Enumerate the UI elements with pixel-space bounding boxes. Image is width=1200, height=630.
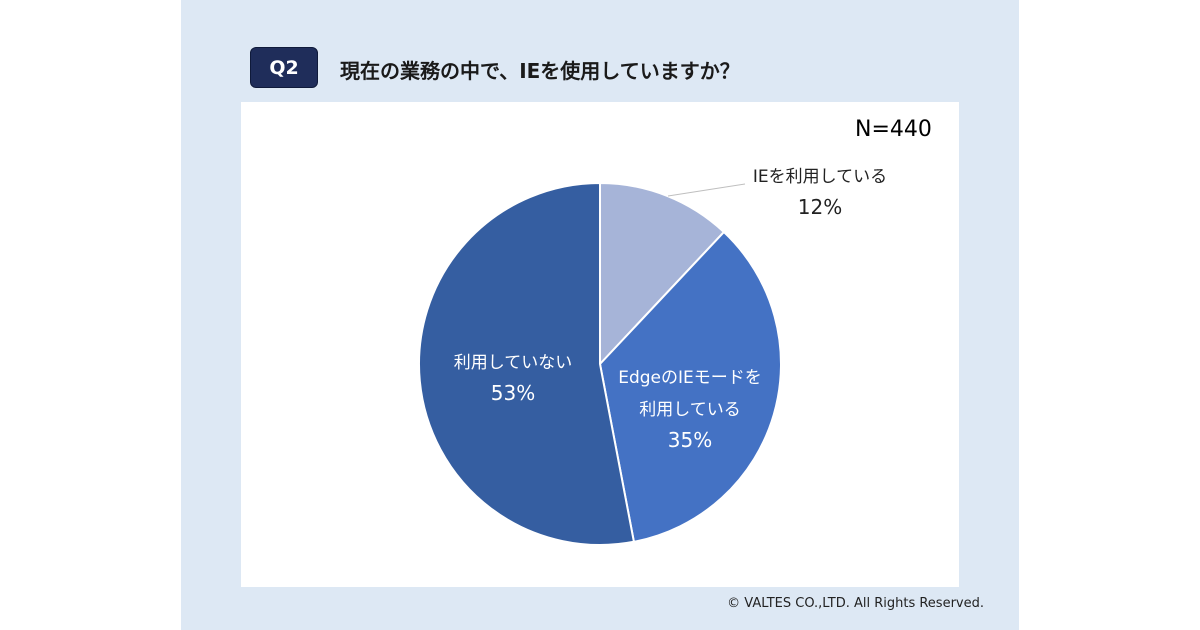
slice-not-using [418,181,636,546]
slice-percent-label: 35% [668,428,712,452]
slice-percent-label: 12% [798,195,842,219]
slice-uses-ie [599,181,726,367]
leader-line [667,183,746,197]
slice-category-label: 利用している [639,400,741,420]
slice-category-label: EdgeのIEモードを [618,368,762,388]
question-title: 現在の業務の中で、IEを使用していますか？ [340,58,740,83]
question-number-badge: Q2 [250,47,318,88]
slice-category-label: 利用していない [454,353,573,373]
copyright: © VALTES CO.,LTD. All Rights Reserved. [727,596,984,611]
sample-size-label: N=440 [855,117,932,142]
slice-uses-edge-ie-mode [598,230,782,543]
slice-percent-label: 53% [491,381,535,405]
slice-category-label: IEを利用している [753,167,887,187]
